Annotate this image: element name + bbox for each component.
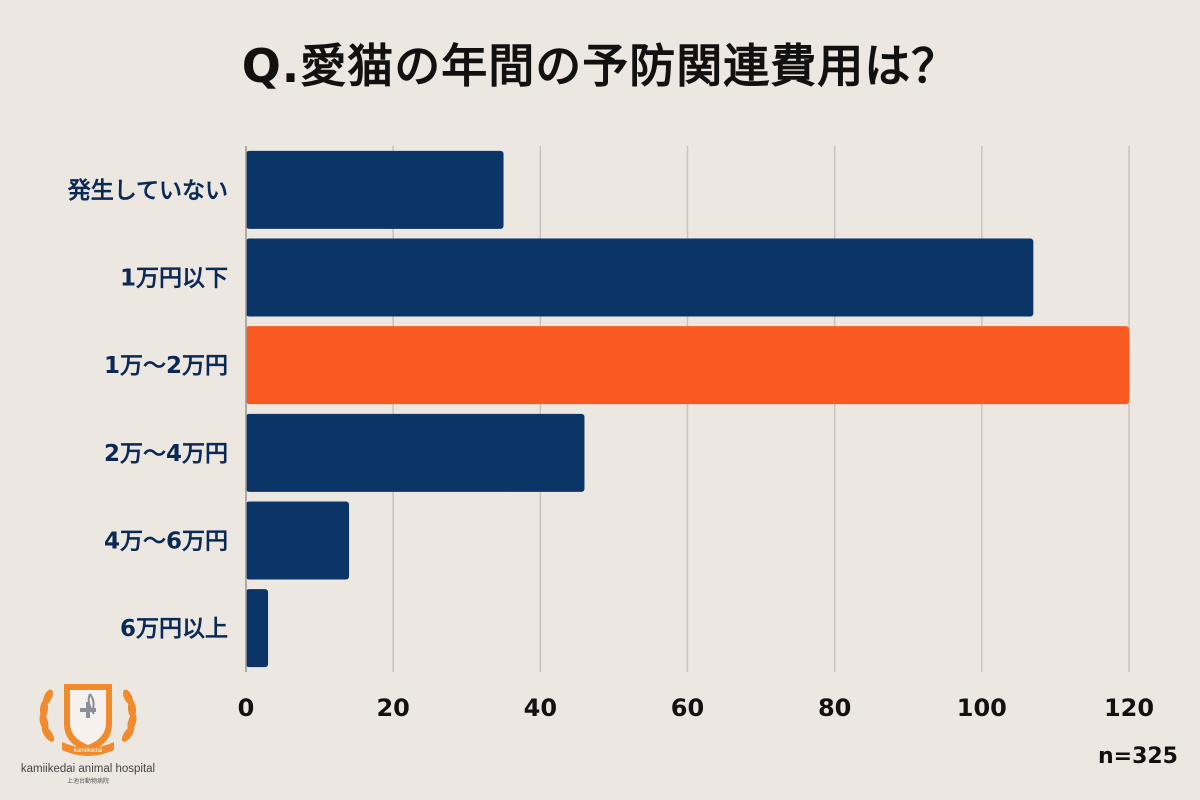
x-tick-label: 100 bbox=[957, 694, 1007, 722]
chart-title: Q.愛猫の年間の予防関連費用は？ bbox=[241, 39, 959, 93]
x-tick-label: 0 bbox=[238, 694, 255, 722]
hospital-logo: kamiikedai kamiikedai animal hospital 上池… bbox=[21, 684, 155, 785]
x-tick-label: 40 bbox=[524, 694, 557, 722]
grid-lines bbox=[392, 146, 1130, 672]
category-label: 1万円以下 bbox=[120, 266, 228, 292]
laurel-icon bbox=[39, 689, 137, 742]
category-label: 4万〜6万円 bbox=[104, 529, 228, 555]
x-tick-label: 20 bbox=[376, 694, 409, 722]
sample-size-label: n=325 bbox=[1097, 744, 1178, 769]
logo-name: kamiikedai animal hospital bbox=[21, 763, 155, 775]
logo-ribbon-text: kamiikedai bbox=[74, 748, 102, 754]
x-tick-labels: 0 20 40 60 80 100 120 bbox=[238, 694, 1154, 722]
bar bbox=[246, 413, 585, 492]
x-tick-label: 120 bbox=[1104, 694, 1154, 722]
bar bbox=[246, 501, 350, 580]
category-label: 1万〜2万円 bbox=[104, 353, 228, 379]
bar bbox=[246, 150, 504, 229]
category-labels: 発生していない 1万円以下 1万〜2万円 2万〜4万円 4万〜6万円 6万円以上 bbox=[67, 178, 228, 642]
bar bbox=[246, 238, 1034, 317]
bars bbox=[246, 150, 1129, 668]
x-tick-label: 60 bbox=[671, 694, 704, 722]
bar bbox=[246, 589, 269, 668]
x-tick-label: 80 bbox=[818, 694, 851, 722]
logo-subtitle: 上池台動物病院 bbox=[67, 777, 109, 785]
category-label: 発生していない bbox=[67, 178, 228, 204]
category-label: 2万〜4万円 bbox=[104, 441, 228, 467]
category-label: 6万円以上 bbox=[120, 616, 228, 642]
bar bbox=[246, 326, 1129, 405]
